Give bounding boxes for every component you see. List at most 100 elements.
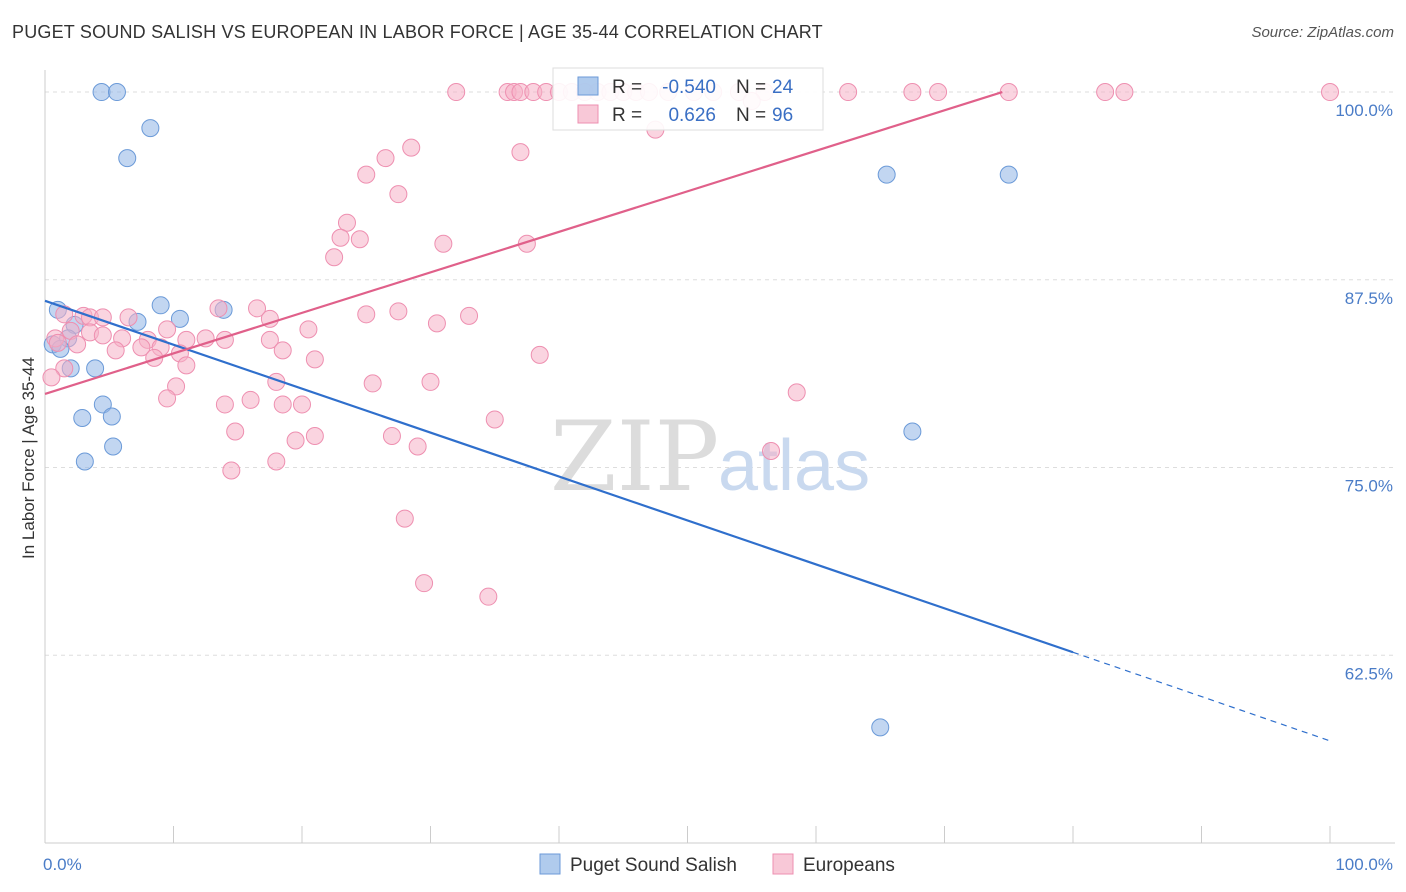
europeans-point bbox=[158, 389, 177, 408]
europeans-point bbox=[273, 341, 292, 360]
salish-point bbox=[92, 83, 111, 102]
europeans-point bbox=[929, 83, 948, 102]
europeans-point bbox=[389, 185, 408, 204]
europeans-point bbox=[427, 314, 446, 333]
x-tick-label: 100.0% bbox=[1335, 855, 1393, 874]
europeans-point bbox=[382, 426, 401, 445]
europeans-point bbox=[260, 330, 279, 349]
salish-trend-line bbox=[44, 299, 1074, 654]
europeans-point bbox=[167, 377, 186, 396]
salish-point bbox=[73, 408, 92, 427]
chart-source: Source: ZipAtlas.com bbox=[1251, 24, 1394, 41]
europeans-point bbox=[299, 320, 318, 339]
europeans-point bbox=[762, 441, 781, 460]
europeans-point bbox=[286, 431, 305, 450]
legend-r-value: 0.626 bbox=[668, 105, 716, 126]
y-tick-label: 75.0% bbox=[1345, 477, 1393, 496]
europeans-point bbox=[119, 308, 138, 327]
salish-point bbox=[104, 437, 123, 456]
europeans-point bbox=[331, 228, 350, 247]
legend: R = -0.540 N = 24 R = 0.626 N = 96 bbox=[552, 67, 824, 131]
europeans-point bbox=[293, 395, 311, 414]
y-tick-label: 100.0% bbox=[1335, 101, 1393, 120]
europeans-point bbox=[337, 213, 356, 232]
watermark: ZIP atlas bbox=[550, 401, 870, 513]
europeans-point bbox=[376, 149, 395, 168]
europeans-point bbox=[1115, 83, 1134, 102]
europeans-point bbox=[55, 359, 74, 378]
europeans-point bbox=[1096, 83, 1115, 102]
bottom-legend-swatch bbox=[539, 853, 561, 875]
legend-n-label: N = bbox=[736, 105, 766, 126]
bottom-legend: Puget Sound Salish Europeans bbox=[539, 853, 895, 876]
salish-point bbox=[86, 359, 105, 378]
europeans-point bbox=[273, 395, 292, 414]
salish-trend-extension bbox=[1072, 651, 1331, 742]
europeans-point bbox=[395, 509, 414, 528]
europeans-point bbox=[479, 587, 498, 606]
europeans-point bbox=[389, 302, 408, 321]
europeans-point bbox=[132, 338, 151, 357]
europeans-point bbox=[305, 350, 324, 369]
europeans-point bbox=[215, 395, 234, 414]
legend-swatch bbox=[577, 104, 599, 124]
europeans-point bbox=[42, 368, 61, 387]
watermark-zip: ZIP bbox=[550, 401, 719, 513]
europeans-point bbox=[421, 372, 440, 391]
europeans-point bbox=[93, 326, 112, 345]
europeans-point bbox=[415, 574, 434, 593]
europeans-point bbox=[226, 422, 245, 441]
europeans-point bbox=[267, 452, 286, 471]
europeans-point bbox=[106, 341, 125, 360]
bottom-legend-label: Puget Sound Salish bbox=[570, 855, 737, 876]
europeans-point bbox=[434, 234, 453, 253]
chart-title: PUGET SOUND SALISH VS EUROPEAN IN LABOR … bbox=[12, 22, 823, 42]
europeans-point bbox=[447, 83, 466, 102]
europeans-point bbox=[325, 248, 344, 267]
europeans-point bbox=[903, 83, 922, 102]
x-tick-label: 0.0% bbox=[43, 855, 82, 874]
grid-lines bbox=[45, 91, 1395, 656]
europeans-point bbox=[408, 437, 427, 456]
europeans-point bbox=[209, 299, 228, 318]
salish-point bbox=[118, 149, 137, 168]
europeans-point bbox=[787, 383, 806, 402]
europeans-point bbox=[68, 335, 87, 354]
europeans-point bbox=[241, 390, 260, 409]
europeans-point bbox=[177, 356, 196, 375]
trend-lines bbox=[44, 90, 1331, 742]
europeans-point bbox=[357, 305, 376, 324]
axes bbox=[44, 70, 1395, 844]
europeans-point bbox=[485, 410, 504, 429]
legend-r-label: R = bbox=[612, 105, 642, 126]
salish-point bbox=[170, 309, 189, 328]
europeans-point bbox=[1321, 83, 1339, 102]
tick-labels: 100.0% 87.5% 75.0% 62.5% 0.0% 100.0% bbox=[43, 101, 1393, 874]
y-tick-label: 87.5% bbox=[1345, 289, 1393, 308]
europeans-point bbox=[511, 143, 530, 162]
legend-r-label: R = bbox=[612, 77, 642, 98]
europeans-point bbox=[48, 333, 67, 352]
legend-n-value: 96 bbox=[772, 105, 793, 126]
europeans-point bbox=[350, 230, 369, 249]
europeans-point bbox=[357, 165, 376, 184]
watermark-atlas: atlas bbox=[718, 426, 870, 506]
bottom-legend-swatch bbox=[772, 853, 794, 875]
europeans-point bbox=[363, 374, 382, 393]
y-tick-label: 62.5% bbox=[1345, 664, 1393, 683]
salish-point bbox=[102, 407, 121, 426]
salish-point bbox=[999, 165, 1018, 184]
salish-point bbox=[877, 165, 896, 184]
legend-n-label: N = bbox=[736, 77, 766, 98]
salish-point bbox=[107, 83, 126, 102]
salish-point bbox=[93, 395, 112, 414]
legend-swatch bbox=[577, 76, 599, 96]
europeans-point bbox=[248, 299, 267, 318]
europeans-point bbox=[402, 138, 421, 157]
salish-point bbox=[141, 119, 160, 138]
salish-point bbox=[151, 296, 170, 315]
europeans-point bbox=[530, 345, 549, 364]
europeans-point bbox=[999, 83, 1018, 102]
salish-point bbox=[75, 452, 94, 471]
